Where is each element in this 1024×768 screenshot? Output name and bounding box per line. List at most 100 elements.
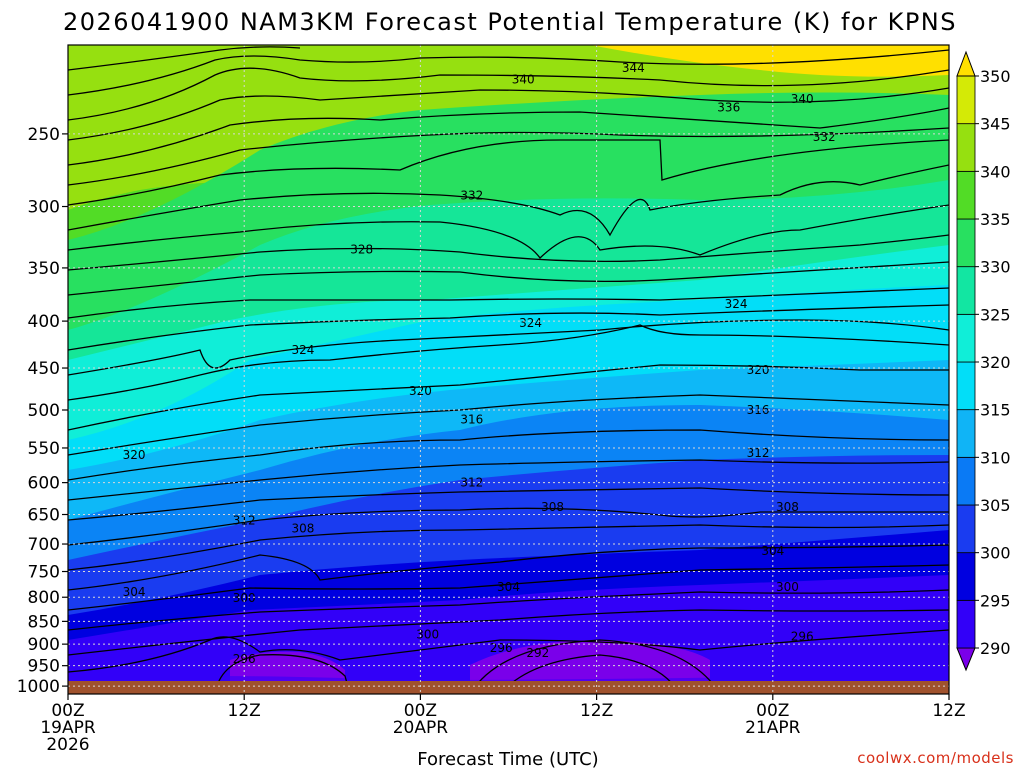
colorbar-label: 340 <box>980 162 1011 181</box>
contour-line <box>68 234 949 271</box>
colorbar-label: 350 <box>980 67 1011 86</box>
contour-line <box>68 319 949 376</box>
contour-label-text: 296 <box>233 652 256 666</box>
y-tick-label: 250 <box>28 125 60 145</box>
y-tick-label: 850 <box>28 612 60 632</box>
colorbar-label: 300 <box>980 544 1011 563</box>
colorbar-label: 320 <box>980 353 1011 372</box>
contour-label-text: 340 <box>791 92 814 106</box>
contour-label-text: 316 <box>460 412 483 426</box>
contour-label: 324 <box>725 297 748 311</box>
contour-line <box>68 46 301 71</box>
contour-label-text: 300 <box>233 591 256 605</box>
colorbar-segment <box>956 123 976 172</box>
colorbar-segment <box>956 504 976 554</box>
contour-label: 312 <box>747 446 770 460</box>
colorbar-segment <box>956 409 976 458</box>
contour-line <box>68 49 949 96</box>
colorbar-segment <box>956 361 976 411</box>
colorbar-segment <box>956 218 976 268</box>
contour-line <box>68 629 949 673</box>
contour-line <box>68 394 949 456</box>
colorbar-label: 310 <box>980 448 1011 467</box>
colorbar-label: 325 <box>980 305 1011 324</box>
contour-line <box>214 654 351 694</box>
colorbar-segment <box>956 170 976 220</box>
contour-label-text: 308 <box>541 500 564 514</box>
contour-line <box>68 487 949 521</box>
x-tick-label: 20APR <box>393 718 449 738</box>
y-tick-label: 400 <box>28 312 60 332</box>
credit-text: coolwx.com/models <box>857 749 1014 767</box>
x-tick-label: 2026 <box>46 735 89 755</box>
contour-line <box>68 544 949 591</box>
contour-line <box>68 287 949 319</box>
y-tick-label: 700 <box>28 535 60 555</box>
contour-label: 308 <box>541 500 564 514</box>
contour-label: 296 <box>233 652 256 666</box>
contour-line <box>68 164 949 237</box>
contour-label-text: 344 <box>622 61 645 75</box>
contour-line <box>68 261 949 296</box>
contour-label-text: 328 <box>350 242 373 256</box>
x-tick-label: 00Z <box>404 701 437 721</box>
colorbar-label: 295 <box>980 591 1011 610</box>
contour-label-text: 300 <box>416 627 439 641</box>
contour-label: 320 <box>747 363 770 377</box>
x-tick-label: 19APR <box>40 718 96 738</box>
y-tick-label: 350 <box>28 259 60 279</box>
contour-label-text: 340 <box>512 72 535 86</box>
contour-line <box>68 139 949 206</box>
chart-title: 2026041900 NAM3KM Forecast Potential Tem… <box>63 8 957 36</box>
contour-line <box>68 589 949 631</box>
contour-line <box>499 654 681 694</box>
colorbar-label: 290 <box>980 639 1011 658</box>
contour-line <box>68 507 949 546</box>
colorbar-over-triangle <box>956 50 976 77</box>
y-tick-label: 300 <box>28 198 60 218</box>
contour-label: 332 <box>813 130 836 144</box>
contour-label-text: 332 <box>813 130 836 144</box>
contour-label: 300 <box>233 591 256 605</box>
contour-line <box>68 304 949 351</box>
contour-label: 308 <box>776 500 799 514</box>
plot-area: 344 340 340 336 332 332 328 324 324 324 320 320 316 3… <box>68 45 949 694</box>
x-tick-label: 00Z <box>51 701 84 721</box>
y-axis: 250 300 350 400 450 500 550 600 650 700 750 800 850 9… <box>17 125 68 697</box>
field-band-345 <box>590 45 949 77</box>
contour-label: 304 <box>497 580 520 594</box>
colorbar: 290 295 300 305 310 315 320 325 330 335 340 345 350 <box>956 50 1011 672</box>
contour-line <box>68 564 949 611</box>
contour-label-text: 308 <box>776 500 799 514</box>
y-tick-label: 650 <box>28 506 60 526</box>
contour-line <box>68 524 949 571</box>
y-tick-label: 500 <box>28 401 60 421</box>
colorbar-segment <box>956 552 976 601</box>
contour-label-text: 304 <box>123 585 146 599</box>
colorbar-segment <box>956 456 976 506</box>
contour-label-text: 292 <box>526 646 549 660</box>
x-tick-label: 00Z <box>756 701 789 721</box>
contour-line <box>68 459 949 501</box>
contour-label: 292 <box>526 646 549 660</box>
contour-line <box>68 324 949 401</box>
x-tick-label: 12Z <box>932 701 965 721</box>
x-tick-label: 21APR <box>745 718 801 738</box>
contour-label-text: 332 <box>460 189 483 203</box>
contour-label: 300 <box>776 580 799 594</box>
plot-frame <box>67 44 950 695</box>
colorbar-segment <box>956 266 976 315</box>
contour-label-text: 324 <box>291 343 314 357</box>
contour-line <box>68 204 949 259</box>
contour-label-text: 312 <box>460 476 483 490</box>
contour-label-text: 296 <box>490 641 513 655</box>
contour-label-text: 324 <box>519 316 542 330</box>
contour-label-text: 312 <box>747 446 770 460</box>
isentrope-contours <box>68 46 949 694</box>
contour-label: 316 <box>460 412 483 426</box>
colorbar-label: 315 <box>980 401 1011 420</box>
contour-label: 312 <box>460 476 483 490</box>
y-tick-label: 600 <box>28 474 60 494</box>
